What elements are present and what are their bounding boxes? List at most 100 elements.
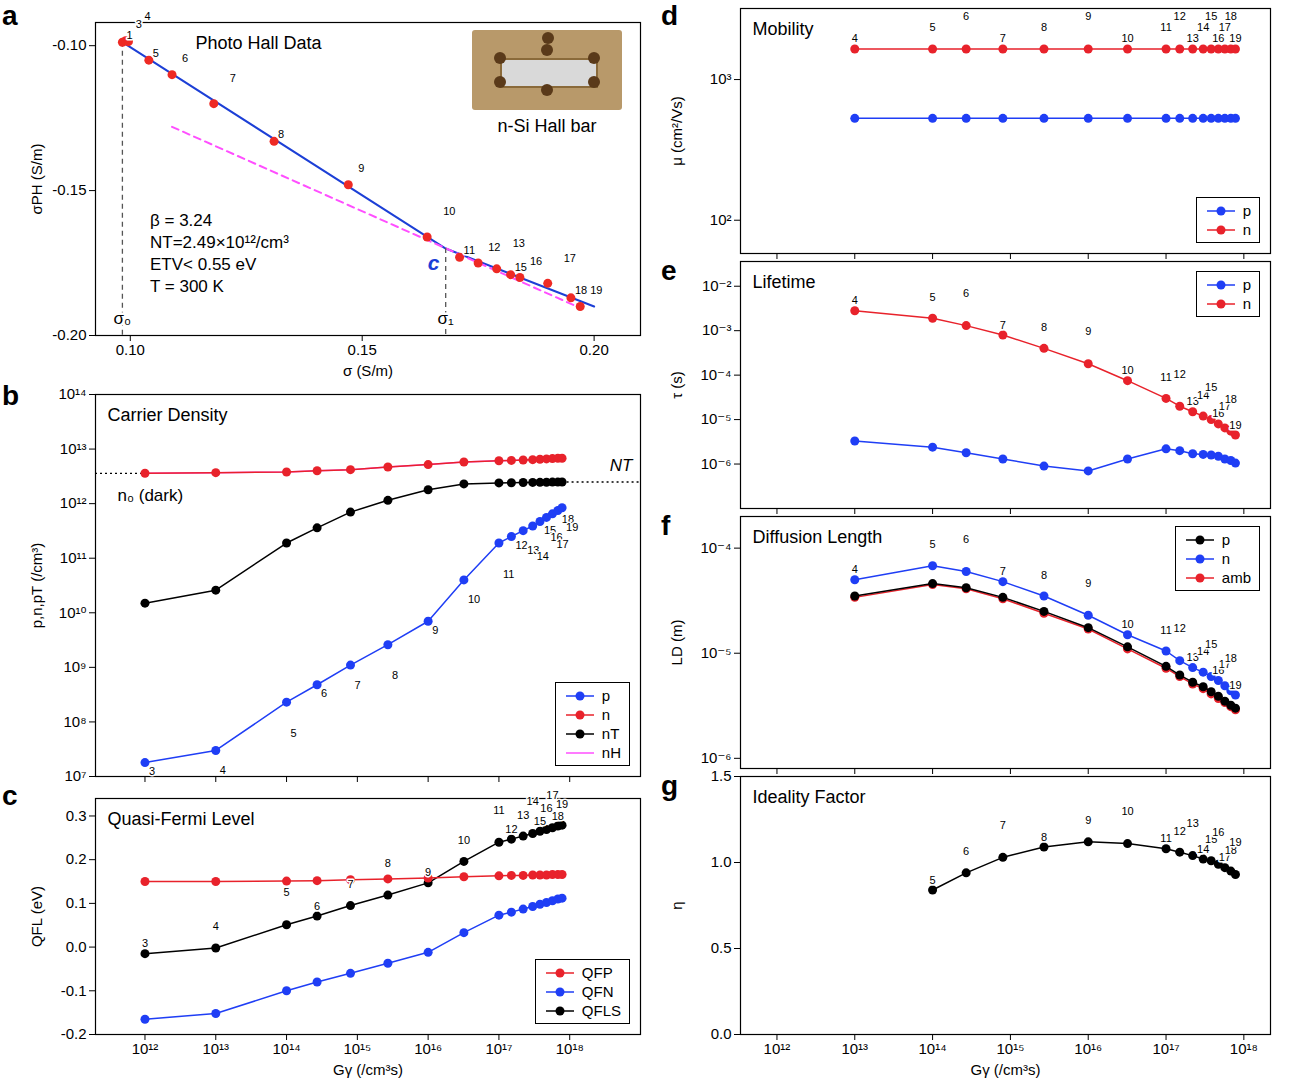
svg-text:4: 4 [220, 764, 226, 776]
svg-text:16: 16 [1212, 826, 1224, 838]
svg-text:10¹⁴: 10¹⁴ [272, 1040, 300, 1057]
svg-text:12: 12 [488, 241, 500, 253]
svg-text:18: 18 [1225, 393, 1237, 405]
svg-text:10: 10 [443, 205, 455, 217]
svg-text:13: 13 [1187, 817, 1199, 829]
svg-text:6: 6 [963, 845, 969, 857]
svg-text:10¹¹: 10¹¹ [60, 549, 87, 566]
svg-text:10¹⁷: 10¹⁷ [485, 1040, 512, 1057]
svg-text:9: 9 [1085, 10, 1091, 22]
svg-text:10: 10 [1121, 805, 1133, 817]
svg-text:11: 11 [464, 244, 475, 256]
svg-text:5: 5 [291, 727, 297, 739]
svg-text:10¹³: 10¹³ [60, 440, 87, 457]
svg-text:8: 8 [278, 128, 284, 140]
svg-text:11: 11 [1160, 832, 1171, 844]
svg-text:6: 6 [963, 533, 969, 545]
svg-text:7: 7 [1000, 32, 1006, 44]
svg-text:-0.15: -0.15 [52, 181, 86, 198]
svg-text:p,n,pT (/cm³): p,n,pT (/cm³) [28, 543, 45, 629]
svg-text:9: 9 [358, 162, 364, 174]
svg-text:10⁻⁵: 10⁻⁵ [701, 644, 732, 661]
svg-text:8: 8 [385, 857, 391, 869]
svg-text:10⁻⁴: 10⁻⁴ [700, 539, 731, 556]
svg-text:12: 12 [1174, 825, 1186, 837]
svg-text:15: 15 [1205, 381, 1217, 393]
svg-text:10¹³: 10¹³ [202, 1040, 229, 1057]
svg-text:9: 9 [1085, 814, 1091, 826]
svg-text:7: 7 [354, 679, 360, 691]
svg-text:1: 1 [126, 29, 132, 41]
svg-text:10²: 10² [710, 211, 732, 228]
svg-text:19: 19 [1229, 419, 1241, 431]
svg-text:10¹⁴: 10¹⁴ [58, 385, 86, 402]
svg-text:5: 5 [283, 886, 289, 898]
svg-text:10⁻²: 10⁻² [702, 277, 732, 294]
svg-text:Mobility: Mobility [753, 19, 814, 39]
svg-text:3: 3 [149, 765, 155, 777]
svg-text:4: 4 [213, 920, 219, 932]
svg-text:NT: NT [610, 456, 634, 475]
svg-text:19: 19 [566, 521, 578, 533]
svg-text:8: 8 [1041, 831, 1047, 843]
svg-text:12: 12 [1174, 368, 1186, 380]
svg-text:10¹²: 10¹² [60, 494, 87, 511]
svg-text:14: 14 [1197, 21, 1209, 33]
svg-text:4: 4 [852, 563, 858, 575]
svg-text:-0.10: -0.10 [52, 36, 86, 53]
svg-text:10¹⁷: 10¹⁷ [1152, 1040, 1179, 1057]
svg-text:14: 14 [537, 550, 549, 562]
svg-text:10¹⁸: 10¹⁸ [1230, 1040, 1258, 1057]
svg-text:10: 10 [458, 834, 470, 846]
svg-text:c: c [428, 251, 440, 274]
svg-text:10¹³: 10¹³ [841, 1040, 868, 1057]
svg-text:10¹⁵: 10¹⁵ [343, 1040, 371, 1057]
svg-text:13: 13 [1187, 32, 1199, 44]
svg-text:19: 19 [1229, 836, 1241, 848]
svg-text:0.2: 0.2 [66, 850, 87, 867]
svg-text:6: 6 [963, 10, 969, 22]
svg-text:5: 5 [930, 21, 936, 33]
svg-text:17: 17 [556, 538, 568, 550]
svg-text:0.3: 0.3 [66, 807, 87, 824]
svg-text:3: 3 [142, 937, 148, 949]
svg-text:11: 11 [1160, 21, 1171, 33]
svg-text:Ideality Factor: Ideality Factor [753, 787, 866, 807]
svg-text:4: 4 [144, 10, 150, 22]
svg-text:11: 11 [503, 568, 514, 580]
svg-text:QFL (eV): QFL (eV) [28, 886, 45, 947]
svg-text:17: 17 [564, 252, 576, 264]
svg-text:σ₀: σ₀ [114, 309, 132, 328]
svg-text:0.20: 0.20 [580, 341, 609, 358]
svg-text:14: 14 [527, 795, 539, 807]
svg-text:7: 7 [1000, 565, 1006, 577]
svg-text:σ (S/m): σ (S/m) [343, 362, 393, 379]
svg-text:13: 13 [513, 237, 525, 249]
svg-text:10¹⁵: 10¹⁵ [996, 1040, 1024, 1057]
svg-text:7: 7 [1000, 819, 1006, 831]
svg-text:11: 11 [1160, 624, 1171, 636]
svg-text:9: 9 [1085, 325, 1091, 337]
svg-text:15: 15 [1205, 10, 1217, 22]
svg-text:10⁻⁵: 10⁻⁵ [701, 410, 732, 427]
svg-text:10⁻⁴: 10⁻⁴ [700, 366, 731, 383]
svg-text:11: 11 [493, 804, 504, 816]
svg-text:n₀ (dark): n₀ (dark) [118, 486, 184, 505]
svg-text:10⁻⁶: 10⁻⁶ [701, 749, 732, 766]
svg-text:17: 17 [1219, 21, 1231, 33]
svg-text:η: η [668, 901, 685, 909]
svg-text:4: 4 [852, 32, 858, 44]
svg-text:16: 16 [530, 255, 542, 267]
svg-text:10⁻⁶: 10⁻⁶ [701, 455, 732, 472]
svg-text:10⁻³: 10⁻³ [702, 321, 732, 338]
svg-text:σ₁: σ₁ [438, 309, 454, 328]
svg-text:5: 5 [930, 538, 936, 550]
svg-text:Diffusion Length: Diffusion Length [753, 527, 883, 547]
svg-text:Gγ (/cm³s): Gγ (/cm³s) [971, 1061, 1041, 1078]
svg-text:10: 10 [1121, 32, 1133, 44]
svg-text:10¹²: 10¹² [764, 1040, 791, 1057]
svg-text:10¹⁶: 10¹⁶ [414, 1040, 442, 1057]
svg-text:16: 16 [540, 802, 552, 814]
svg-text:15: 15 [1205, 638, 1217, 650]
svg-text:5: 5 [153, 47, 159, 59]
